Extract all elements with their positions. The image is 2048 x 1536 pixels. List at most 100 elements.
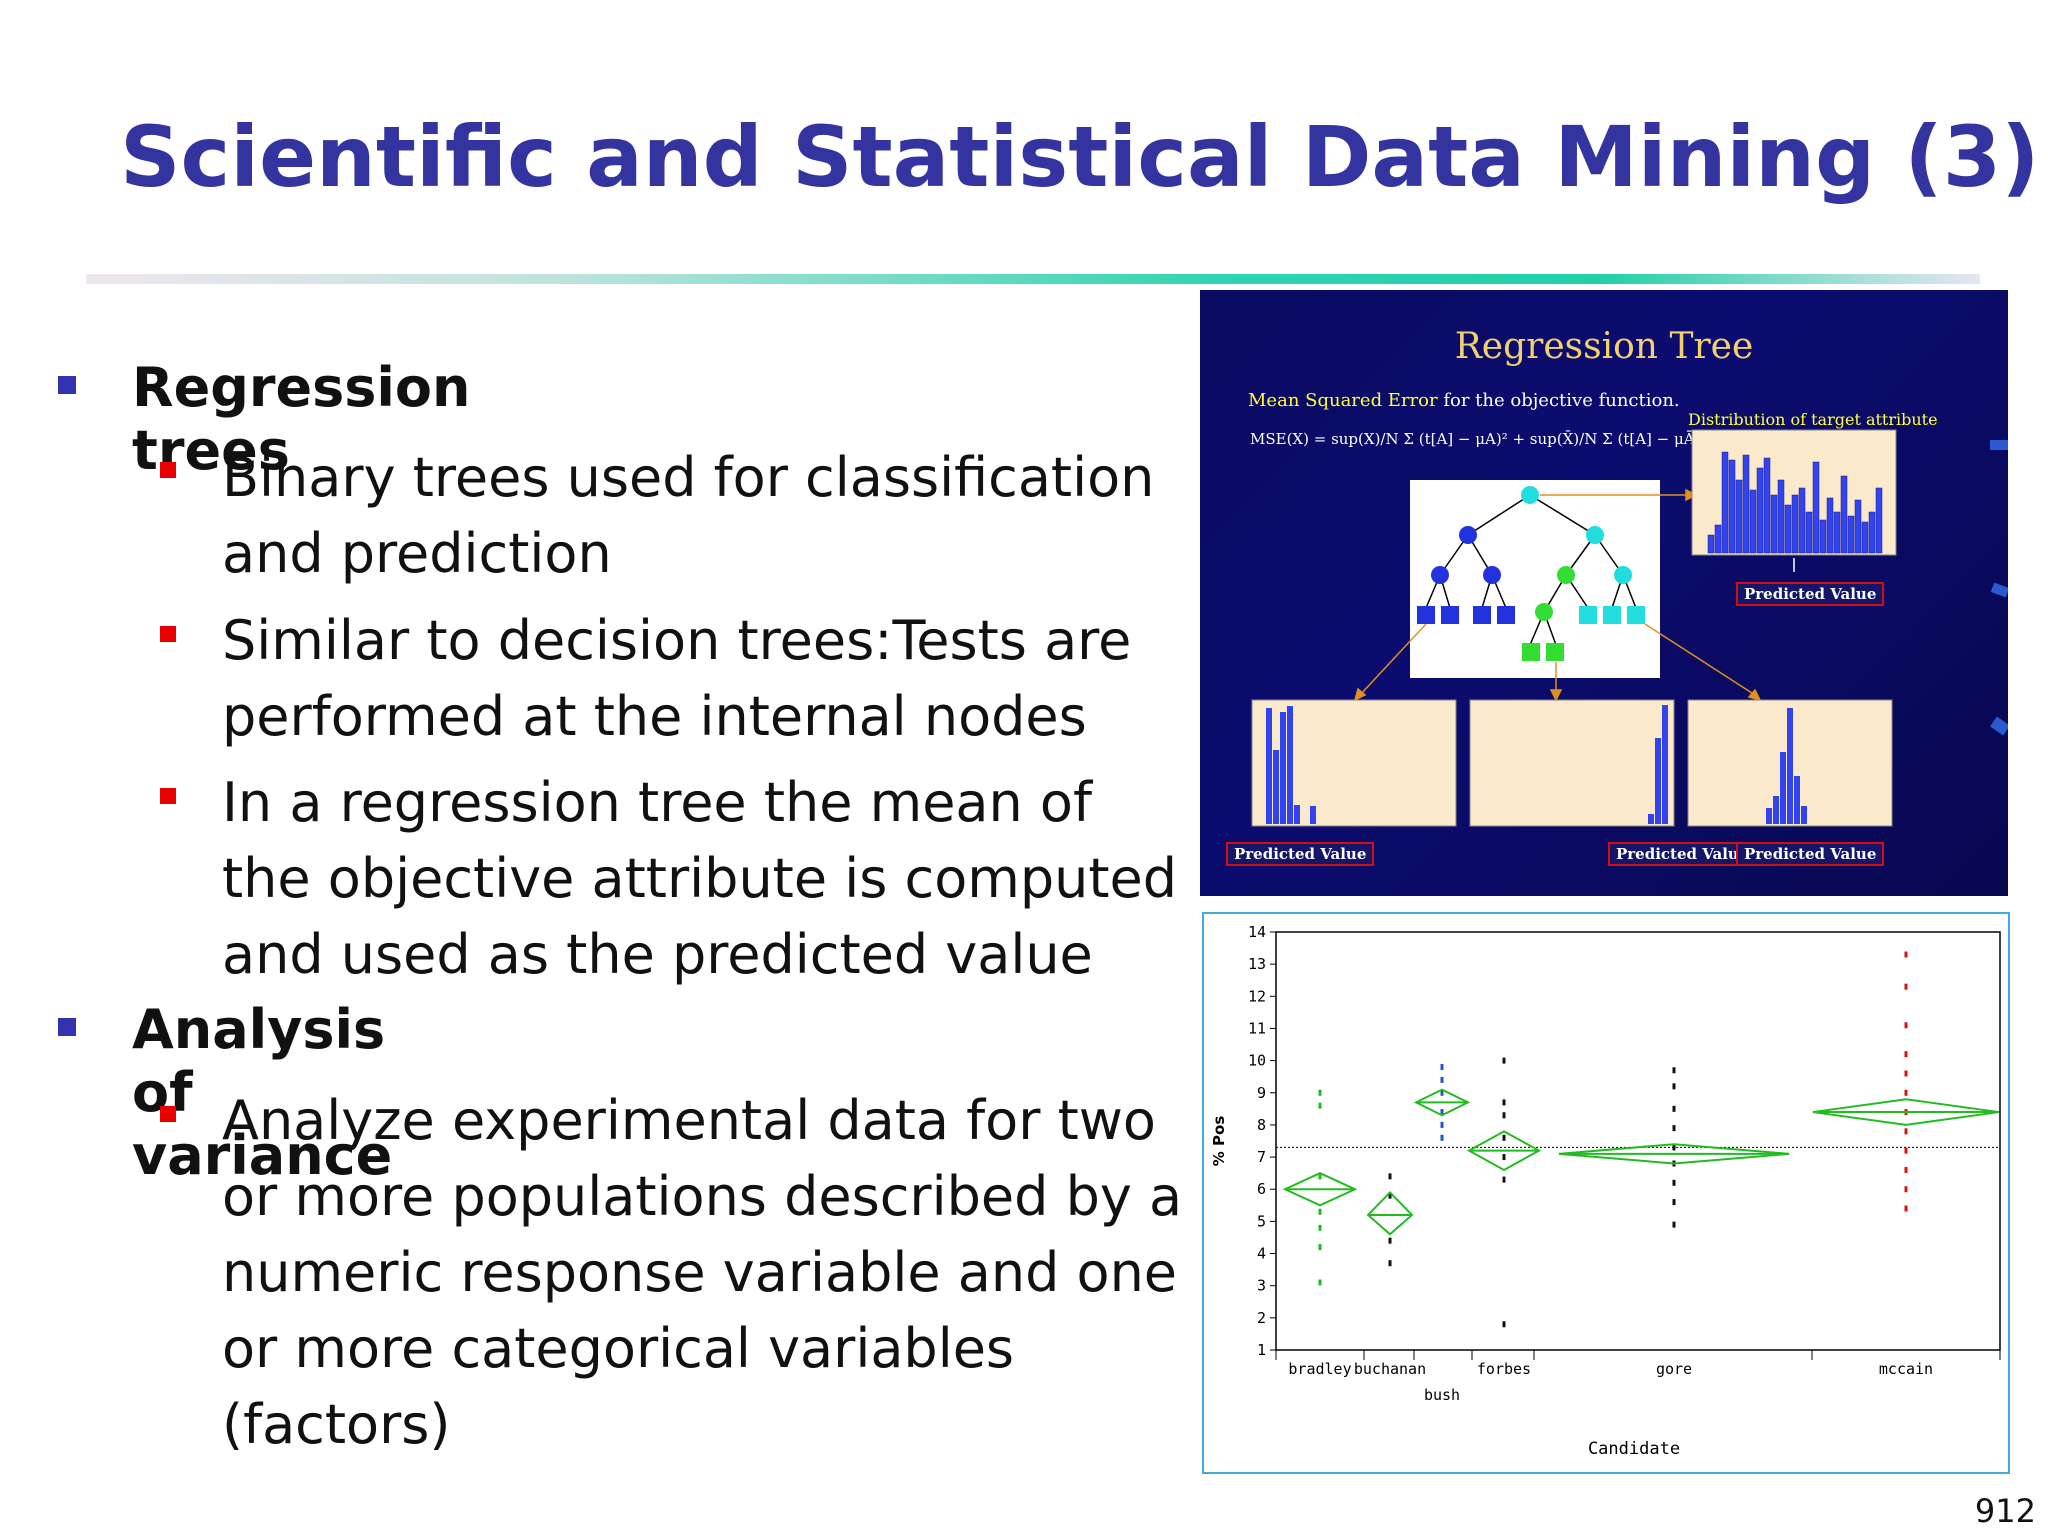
- tree-node: [1459, 526, 1477, 544]
- tree-leaves: [1417, 606, 1645, 661]
- slide-title: Scientific and Statistical Data Mining (…: [120, 108, 2040, 206]
- bullet-regression-trees: Regression trees: [132, 356, 471, 482]
- sub-bullet-marker: [160, 788, 176, 804]
- data-point: [1904, 1166, 1908, 1173]
- y-tick-label: 4: [1257, 1245, 1266, 1263]
- tree-node: [1521, 486, 1539, 504]
- x-tick-label: gore: [1656, 1360, 1692, 1378]
- data-point: [1904, 1128, 1908, 1135]
- sub-bullet-similar-decision-trees: Similar to decision trees:Tests are perf…: [222, 603, 1202, 755]
- page-number: 912: [1974, 1492, 2036, 1530]
- sub-bullet-analyze-experimental: Analyze experimental data for two or mor…: [222, 1083, 1202, 1463]
- data-point: [1502, 1154, 1506, 1161]
- data-point: [1318, 1279, 1322, 1286]
- histogram-middle: [1469, 699, 1675, 827]
- bullet-analysis-of-variance: Analysis of variance: [132, 998, 393, 1187]
- bullet-marker: [58, 376, 76, 394]
- data-point: [1318, 1208, 1322, 1215]
- data-point: [1904, 1205, 1908, 1212]
- sub-bullet-marker: [160, 1106, 176, 1122]
- mse-rest: for the objective function.: [1437, 390, 1680, 411]
- bullet-marker: [58, 1018, 76, 1036]
- data-point: [1318, 1244, 1322, 1251]
- y-tick-label: 7: [1257, 1148, 1266, 1166]
- y-axis-label: % Pos: [1210, 1116, 1228, 1167]
- mean-diamond: [1366, 1191, 1414, 1236]
- line: and prediction: [222, 522, 612, 585]
- data-point: [1672, 1179, 1676, 1186]
- line: performed at the internal nodes: [222, 685, 1087, 748]
- sub-bullet-mean-objective: In a regression tree the mean of the obj…: [222, 765, 1202, 993]
- histogram-left-bars: [1266, 706, 1316, 824]
- sub-bullet-marker: [160, 462, 176, 478]
- y-tick-label: 13: [1248, 955, 1266, 973]
- line: Binary trees used for classification: [222, 446, 1155, 509]
- regression-tree-figure: Regression Tree Mean Squared Error for t…: [1200, 290, 2008, 896]
- y-tick-label: 6: [1257, 1180, 1266, 1198]
- x-tick-label: bush: [1424, 1386, 1460, 1404]
- x-tick-label: buchanan: [1354, 1360, 1426, 1378]
- data-point: [1904, 951, 1908, 958]
- predicted-value-label: Predicted Value: [1736, 582, 1885, 606]
- y-tick-label: 3: [1257, 1277, 1266, 1295]
- edge-mark: [1990, 716, 2008, 736]
- tree-node: [1614, 566, 1632, 584]
- line: the objective attribute is computed: [222, 847, 1178, 910]
- anova-chart: 1 2 3 4 5 6 7 8 9 10 11 12 13 14% Pos Candidate bradley…: [1202, 912, 2010, 1474]
- data-point: [1318, 1089, 1322, 1096]
- tree-node: [1431, 566, 1449, 584]
- data-point: [1672, 1144, 1676, 1151]
- data-point: [1904, 1051, 1908, 1058]
- data-point: [1388, 1237, 1392, 1244]
- tree-arrows: [1353, 488, 1762, 702]
- regression-tree-title: Regression Tree: [1454, 326, 1754, 367]
- y-tick-label: 12: [1248, 987, 1266, 1005]
- x-tick-label: bradley: [1288, 1360, 1351, 1378]
- line: Similar to decision trees:Tests are: [222, 609, 1132, 672]
- data-point: [1904, 1147, 1908, 1154]
- y-tick-label: 14: [1248, 923, 1266, 941]
- tree-node: [1483, 566, 1501, 584]
- predicted-value-label: Predicted Value: [1608, 842, 1757, 866]
- y-tick-label: 8: [1257, 1116, 1266, 1134]
- data-point: [1388, 1260, 1392, 1267]
- data-point: [1502, 1321, 1506, 1328]
- data-point: [1440, 1134, 1444, 1141]
- data-point: [1904, 1070, 1908, 1077]
- data-point: [1904, 1089, 1908, 1096]
- line: In a regression tree the mean of: [222, 771, 1092, 834]
- tree-node: [1557, 566, 1575, 584]
- sub-bullet-binary-trees: Binary trees used for classification and…: [222, 440, 1202, 592]
- distribution-bars: [1707, 451, 1883, 554]
- tree-node: [1535, 603, 1553, 621]
- line: numeric response variable and one: [222, 1241, 1178, 1304]
- data-point: [1440, 1109, 1444, 1116]
- data-point: [1672, 1083, 1676, 1090]
- data-point: [1318, 1224, 1322, 1231]
- line: or more populations described by a: [222, 1165, 1183, 1228]
- data-point: [1318, 1173, 1322, 1180]
- plot-frame: [1275, 931, 2001, 1351]
- data-point: [1388, 1173, 1392, 1180]
- y-tick-label: 10: [1248, 1052, 1266, 1070]
- x-tick-label: forbes: [1477, 1360, 1531, 1378]
- edge-mark: [1990, 440, 2008, 450]
- line: (factors): [222, 1393, 451, 1456]
- data-point: [1904, 983, 1908, 990]
- y-tick-label: 1: [1257, 1341, 1266, 1359]
- sub-bullet-marker: [160, 626, 176, 642]
- data-point: [1502, 1057, 1506, 1064]
- y-tick-label: 2: [1257, 1309, 1266, 1327]
- x-axis-label: Candidate: [1588, 1439, 1680, 1459]
- data-point: [1502, 1112, 1506, 1119]
- data-point: [1440, 1064, 1444, 1071]
- edge-mark: [1990, 582, 2008, 598]
- data-point: [1502, 1176, 1506, 1183]
- mse-caption: Mean Squared Error for the objective fun…: [1248, 390, 1680, 411]
- tree-node: [1586, 526, 1604, 544]
- data-point: [1672, 1199, 1676, 1206]
- data-point: [1672, 1221, 1676, 1228]
- data-point: [1440, 1121, 1444, 1128]
- regression-tree-graphic: [1251, 429, 2008, 827]
